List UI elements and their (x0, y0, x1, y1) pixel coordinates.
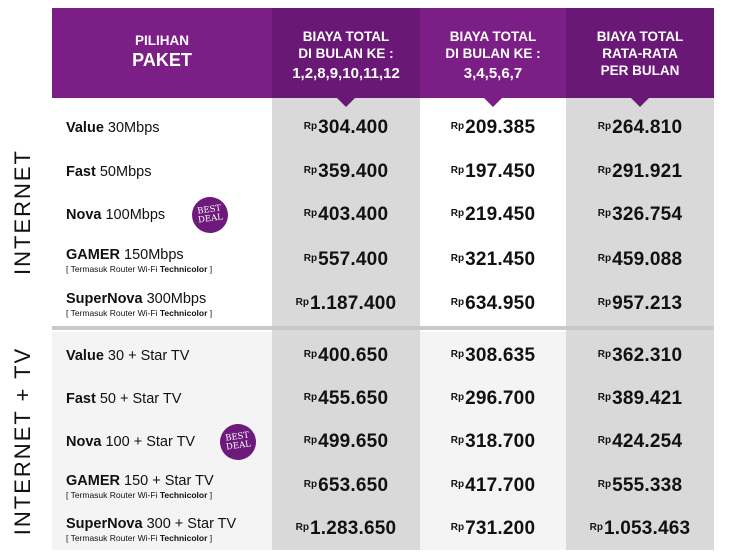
price-col1: 455.650 (318, 388, 389, 409)
plan-name: GAMER (66, 472, 120, 489)
price-col1: 1.187.400 (310, 293, 397, 314)
plan-speed: 150 + Star TV (119, 472, 214, 489)
header-arrow (337, 98, 355, 107)
price-col3: 424.254 (612, 431, 683, 452)
best-deal-badge: BEST DEAL (217, 421, 259, 463)
router-note: [ Termasuk Router Wi-Fi Technicolor ] (66, 263, 213, 274)
plan-speed: 100 + Star TV (101, 434, 196, 450)
price-col1: 304.400 (318, 117, 389, 138)
router-note: [ Termasuk Router Wi-Fi Technicolor ] (66, 489, 213, 500)
plan-name: SuperNova (66, 290, 143, 307)
table-row: Nova 100 + Star TV BEST DEAL Rp 499.650 Rp… (52, 421, 714, 463)
table-row: GAMER 150 + Star TV [ Termasuk Router Wi… (66, 472, 683, 500)
router-note: [ Termasuk Router Wi-Fi Technicolor ] (66, 307, 213, 318)
price-col2: 197.450 (465, 161, 536, 182)
price-col3: 291.921 (612, 161, 683, 182)
router-note: [ Termasuk Router Wi-Fi Technicolor ] (66, 532, 213, 543)
plan-name: Fast (66, 391, 96, 407)
table-row: Nova 100Mbps BEST DEAL Rp 403.400 Rp 219.45… (52, 194, 714, 236)
price-col3: 389.421 (612, 388, 683, 409)
plan-name: GAMER (66, 246, 120, 263)
plan-name: Fast (66, 164, 96, 180)
table-row: Value 30 + Star TV Rp 400.650 Rp 308.635 R… (66, 345, 683, 366)
plan-name: Value (66, 120, 104, 136)
price-col1: 359.400 (318, 161, 389, 182)
plan-name: Nova (66, 434, 102, 450)
table-row: SuperNova 300 + Star TV [ Termasuk Route… (66, 515, 691, 543)
price-col1: 499.650 (318, 431, 389, 452)
header-col1: BIAYA TOTAL DI BULAN KE : 1,2,8,9,10,11,… (272, 8, 420, 107)
plan-speed: 300Mbps (142, 290, 207, 307)
header-arrow (631, 98, 649, 107)
price-col3: 957.213 (612, 293, 683, 314)
plan-speed: 30Mbps (103, 120, 160, 136)
plan-speed: 30 + Star TV (103, 348, 190, 364)
price-col3: 326.754 (612, 204, 683, 225)
price-col2: 296.700 (465, 388, 536, 409)
price-col1: 403.400 (318, 204, 389, 225)
price-col1: 1.283.650 (310, 518, 397, 539)
price-col2: 731.200 (465, 518, 536, 539)
price-col2: 417.700 (465, 475, 536, 496)
price-col2: 321.450 (465, 249, 536, 270)
plan-name: Value (66, 348, 104, 364)
price-col3: 555.338 (612, 475, 683, 496)
col1-bg (272, 98, 420, 550)
section-label-internet: INTERNET (10, 149, 35, 275)
table-row: Fast 50 + Star TV Rp 455.650 Rp 296.700 Rp… (66, 388, 683, 409)
plan-name: Nova (66, 207, 102, 223)
plan-speed: 300 + Star TV (142, 515, 237, 532)
price-col2: 318.700 (465, 431, 536, 452)
price-col3: 1.053.463 (604, 518, 691, 539)
table-row: Fast 50Mbps Rp 359.400 Rp 197.450 Rp 291.92… (66, 161, 683, 182)
price-col1: 557.400 (318, 249, 389, 270)
price-col1: 400.650 (318, 345, 389, 366)
plan-name: SuperNova (66, 515, 143, 532)
price-col2: 308.635 (465, 345, 536, 366)
price-col2: 209.385 (465, 117, 536, 138)
header-paket: PILIHAN PAKET (52, 8, 272, 98)
header-arrow (484, 98, 502, 107)
section-label-internet-tv: INTERNET + TV (10, 346, 36, 536)
plan-speed: 150Mbps (119, 246, 184, 263)
price-col1: 653.650 (318, 475, 389, 496)
price-col2: 219.450 (465, 204, 536, 225)
header-col3: BIAYA TOTAL RATA-RATA PER BULAN (566, 8, 714, 107)
plan-speed: 100Mbps (101, 207, 166, 223)
plan-speed: 50Mbps (95, 164, 152, 180)
header-col2: BIAYA TOTAL DI BULAN KE : 3,4,5,6,7 (420, 8, 566, 107)
table-row: SuperNova 300Mbps [ Termasuk Router Wi-F… (66, 290, 683, 318)
price-col3: 362.310 (612, 345, 683, 366)
plan-speed: 50 + Star TV (95, 391, 182, 407)
price-col3: 459.088 (612, 249, 683, 270)
table-row: GAMER 150Mbps [ Termasuk Router Wi-Fi Te… (66, 246, 683, 274)
col3-bg (566, 98, 714, 550)
section-divider (52, 326, 714, 330)
table-row: Value 30Mbps Rp 304.400 Rp 209.385 Rp 264.8… (66, 117, 683, 138)
price-col3: 264.810 (612, 117, 683, 138)
price-col2: 634.950 (465, 293, 536, 314)
best-deal-badge: BEST DEAL (189, 194, 231, 236)
